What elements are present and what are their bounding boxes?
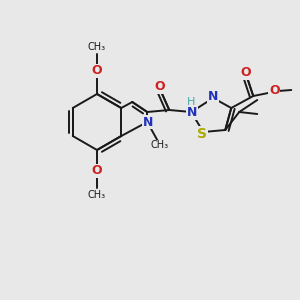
Text: N: N: [208, 91, 218, 103]
Text: O: O: [240, 67, 250, 80]
Text: H: H: [187, 97, 195, 107]
Text: N: N: [187, 106, 197, 119]
Text: N: N: [143, 116, 153, 128]
Text: S: S: [197, 127, 207, 141]
Text: O: O: [92, 64, 102, 77]
Text: CH₃: CH₃: [150, 140, 168, 150]
Text: O: O: [154, 80, 165, 94]
Text: CH₃: CH₃: [88, 190, 106, 200]
Text: O: O: [92, 164, 102, 178]
Text: CH₃: CH₃: [88, 42, 106, 52]
Text: O: O: [269, 85, 280, 98]
